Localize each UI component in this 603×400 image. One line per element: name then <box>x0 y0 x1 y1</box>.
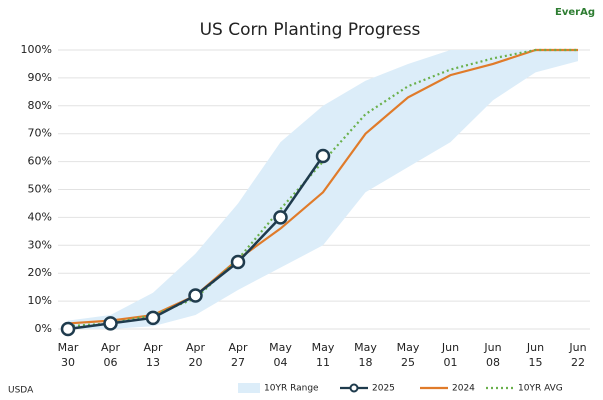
y-tick-label: 30% <box>28 238 52 251</box>
x-tick-label: May 04 <box>269 341 292 369</box>
x-tick-label: Apr 20 <box>185 341 206 369</box>
x-tick-label: Apr 13 <box>143 341 163 369</box>
y-tick-label: 0% <box>35 322 52 335</box>
marker <box>315 148 331 164</box>
x-tick-label: Apr 27 <box>228 341 248 369</box>
y-tick-label: 10% <box>28 294 52 307</box>
legend-label: 10YR Range <box>264 384 319 394</box>
y-tick-label: 70% <box>28 127 52 140</box>
x-tick-label: Apr 06 <box>100 341 121 369</box>
legend-label: 10YR AVG <box>518 384 563 394</box>
marker <box>188 288 203 303</box>
chart-title: US Corn Planting Progress <box>200 20 421 40</box>
x-tick-label: May 11 <box>311 341 335 369</box>
legend-marker <box>349 383 359 393</box>
y-tick-label: 20% <box>28 266 52 279</box>
x-tick-label: Jun 08 <box>484 341 502 369</box>
x-tick-label: Mar 30 <box>57 341 79 369</box>
source: USDA <box>8 386 34 396</box>
y-tick-label: 50% <box>28 183 52 196</box>
logo: EverAg <box>555 7 595 18</box>
marker <box>60 321 76 337</box>
y-tick-label: 40% <box>28 210 52 223</box>
marker <box>145 310 161 326</box>
y-tick-label: 80% <box>28 99 52 112</box>
legend-label: 2024 <box>452 384 475 394</box>
x-tick-label: May 18 <box>354 341 377 369</box>
x-tick-label: May 25 <box>396 341 420 369</box>
y-tick-label: 100% <box>21 43 52 56</box>
marker <box>273 210 288 225</box>
x-tick-label: Jun 01 <box>441 341 460 369</box>
legend-label: 2025 <box>372 384 395 394</box>
marker <box>103 316 118 331</box>
marker <box>230 254 246 270</box>
x-tick-label: Jun 22 <box>569 341 587 369</box>
range-band <box>68 50 578 329</box>
x-tick-label: Jun 15 <box>526 341 545 369</box>
y-tick-label: 60% <box>28 155 52 168</box>
legend-swatch <box>238 383 260 393</box>
y-tick-label: 90% <box>28 71 52 84</box>
